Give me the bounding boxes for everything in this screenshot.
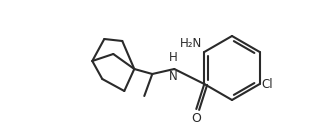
Text: N: N bbox=[169, 70, 178, 83]
Text: H: H bbox=[169, 51, 178, 64]
Text: Cl: Cl bbox=[262, 78, 273, 90]
Text: H₂N: H₂N bbox=[180, 37, 202, 50]
Text: O: O bbox=[191, 112, 201, 125]
